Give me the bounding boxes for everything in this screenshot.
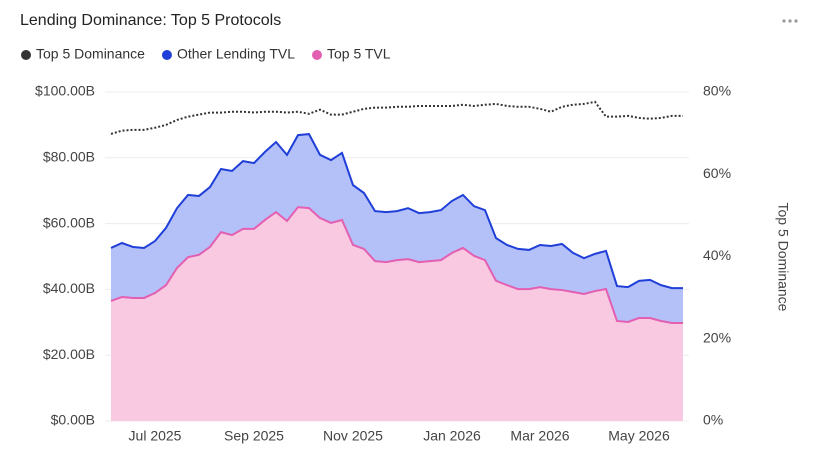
y2-tick-label: 40%: [703, 247, 731, 263]
x-tick-label: Jul 2025: [129, 428, 182, 444]
y-tick-label: $80.00B: [43, 149, 95, 165]
area: [111, 134, 683, 323]
chart-title: Lending Dominance: Top 5 Protocols: [20, 12, 281, 29]
x-tick-label: Sep 2025: [224, 428, 284, 444]
y-tick-label: $60.00B: [43, 214, 95, 230]
y-tick-label: $0.00B: [51, 412, 95, 428]
area-line: [110, 133, 683, 290]
y2-axis-label: Top 5 Dominance: [775, 203, 791, 312]
y2-tick-label: 80%: [703, 83, 731, 99]
y-tick-label: $40.00B: [43, 280, 95, 296]
legend-label: Top 5 Dominance: [36, 46, 145, 62]
x-tick-label: Mar 2026: [510, 428, 569, 444]
y2-tick-label: 0%: [703, 412, 723, 428]
x-tick-label: May 2026: [608, 428, 670, 444]
area-line: [110, 206, 683, 324]
y2-tick-label: 60%: [703, 165, 731, 181]
legend-marker: [161, 50, 172, 60]
legend-label: Other Lending TVL: [177, 46, 295, 62]
legend-marker: [21, 50, 31, 60]
area: [111, 207, 683, 421]
legend-label: Top 5 TVL: [327, 46, 391, 62]
legend-item[interactable]: Top 5 TVL: [312, 46, 391, 62]
y-tick-label: $20.00B: [43, 346, 95, 362]
line: [110, 100, 683, 135]
legend-marker: [312, 50, 322, 60]
menu-button[interactable]: [782, 19, 798, 23]
y2-tick-label: 20%: [703, 329, 731, 345]
x-tick-label: Nov 2025: [323, 428, 383, 444]
legend-item[interactable]: Top 5 Dominance: [21, 46, 145, 62]
x-tick-label: Jan 2026: [423, 428, 481, 444]
legend-item[interactable]: Other Lending TVL: [161, 46, 295, 62]
y-tick-label: $100.00B: [35, 83, 95, 99]
